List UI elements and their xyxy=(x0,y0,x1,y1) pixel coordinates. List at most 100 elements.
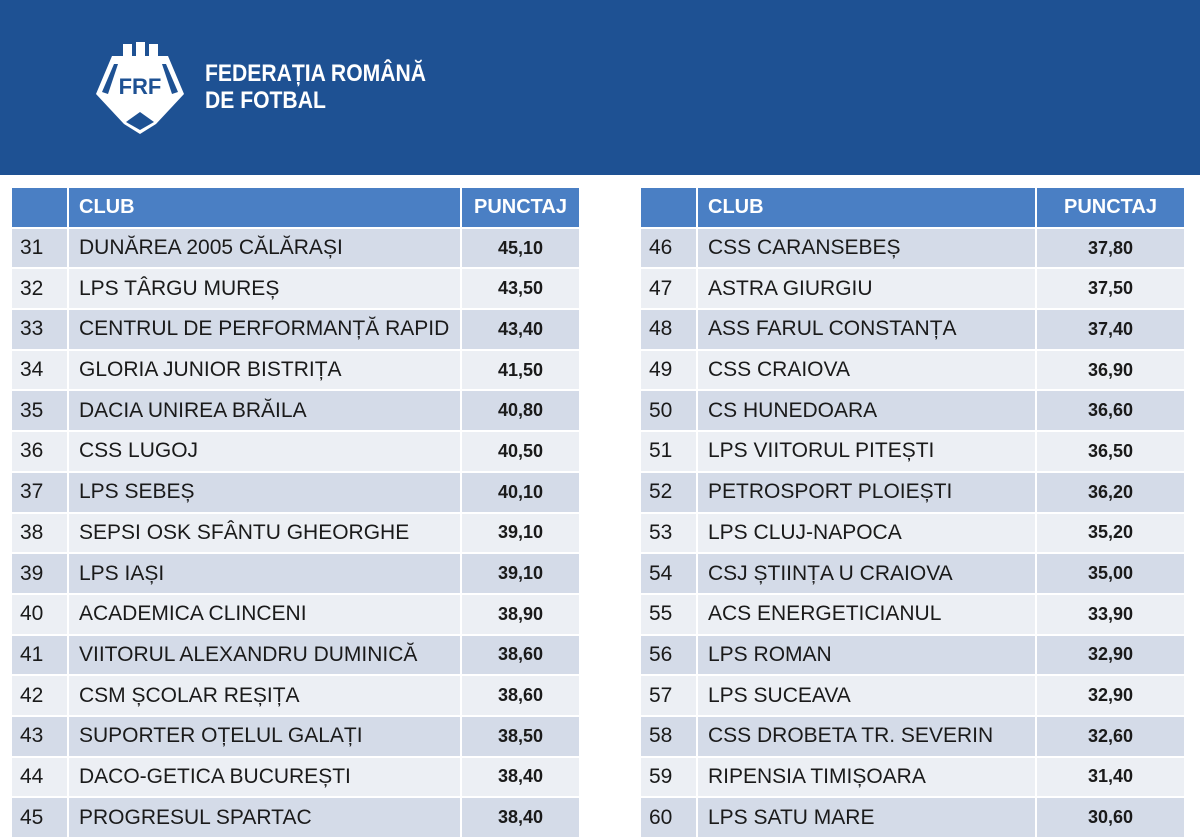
club-cell: LPS SEBEȘ xyxy=(69,472,460,512)
points-cell: 37,80 xyxy=(1037,228,1184,268)
table-row: 35 DACIA UNIREA BRĂILA 40,80 xyxy=(12,391,581,432)
rank-cell: 59 xyxy=(641,757,696,797)
table-row: 55 ACS ENERGETICIANUL 33,90 xyxy=(641,594,1186,636)
points-cell: 43,50 xyxy=(462,269,579,309)
points-cell: 38,60 xyxy=(462,676,579,715)
frf-logo-icon: FRF xyxy=(96,42,184,134)
club-cell: ACS ENERGETICIANUL xyxy=(698,594,1035,634)
club-cell: LPS IAȘI xyxy=(69,554,460,593)
table-row: 46 CSS CARANSEBEȘ 37,80 xyxy=(641,228,1186,270)
points-cell: 39,10 xyxy=(462,554,579,593)
club-cell: LPS TÂRGU MUREȘ xyxy=(69,269,460,309)
points-cell: 40,80 xyxy=(462,391,579,431)
points-cell: 35,00 xyxy=(1037,554,1184,593)
points-cell: 31,40 xyxy=(1037,757,1184,797)
table-row: 32 LPS TÂRGU MUREȘ 43,50 xyxy=(12,269,581,310)
table-header-row: CLUB PUNCTAJ xyxy=(12,188,581,229)
table-row: 59 RIPENSIA TIMIȘOARA 31,40 xyxy=(641,757,1186,799)
points-cell: 33,90 xyxy=(1037,594,1184,634)
rank-cell: 39 xyxy=(12,554,67,593)
table-row: 42 CSM ȘCOLAR REȘIȚA 38,60 xyxy=(12,676,581,717)
points-cell: 37,40 xyxy=(1037,310,1184,349)
org-name-line1: FEDERAȚIA ROMÂNĂ xyxy=(205,60,426,87)
rank-cell: 53 xyxy=(641,513,696,553)
org-name: FEDERAȚIA ROMÂNĂ DE FOTBAL xyxy=(205,60,426,114)
club-cell: LPS VIITORUL PITEȘTI xyxy=(698,432,1035,471)
rank-cell: 48 xyxy=(641,310,696,349)
rank-cell: 46 xyxy=(641,228,696,268)
table-header-row: CLUB PUNCTAJ xyxy=(641,188,1186,229)
club-cell: CSM ȘCOLAR REȘIȚA xyxy=(69,676,460,715)
table-row: 33 CENTRUL DE PERFORMANȚĂ RAPID 43,40 xyxy=(12,310,581,351)
header-rank-cell xyxy=(12,188,67,227)
points-cell: 38,50 xyxy=(462,716,579,756)
club-cell: CENTRUL DE PERFORMANȚĂ RAPID xyxy=(69,310,460,349)
points-cell: 43,40 xyxy=(462,310,579,349)
table-row: 47 ASTRA GIURGIU 37,50 xyxy=(641,269,1186,310)
table-row: 39 LPS IAȘI 39,10 xyxy=(12,554,581,595)
club-cell: LPS CLUJ-NAPOCA xyxy=(698,513,1035,553)
club-cell: CSS CARANSEBEȘ xyxy=(698,228,1035,268)
points-cell: 36,50 xyxy=(1037,432,1184,471)
table-row: 58 CSS DROBETA TR. SEVERIN 32,60 xyxy=(641,716,1186,758)
rank-cell: 60 xyxy=(641,798,696,837)
table-row: 49 CSS CRAIOVA 36,90 xyxy=(641,350,1186,392)
org-name-line2: DE FOTBAL xyxy=(205,87,326,114)
rank-cell: 57 xyxy=(641,676,696,715)
points-cell: 41,50 xyxy=(462,350,579,390)
points-cell: 32,60 xyxy=(1037,716,1184,756)
logo-text: FRF xyxy=(119,74,162,99)
table-row: 36 CSS LUGOJ 40,50 xyxy=(12,432,581,473)
club-cell: CS HUNEDOARA xyxy=(698,391,1035,431)
points-cell: 37,50 xyxy=(1037,269,1184,309)
club-cell: DUNĂREA 2005 CĂLĂRAȘI xyxy=(69,228,460,268)
rank-cell: 47 xyxy=(641,269,696,309)
club-cell: ASS FARUL CONSTANȚA xyxy=(698,310,1035,349)
rank-cell: 44 xyxy=(12,757,67,797)
club-cell: GLORIA JUNIOR BISTRIȚA xyxy=(69,350,460,390)
club-cell: RIPENSIA TIMIȘOARA xyxy=(698,757,1035,797)
table-row: 50 CS HUNEDOARA 36,60 xyxy=(641,391,1186,432)
rank-cell: 58 xyxy=(641,716,696,756)
club-cell: SEPSI OSK SFÂNTU GHEORGHE xyxy=(69,513,460,553)
points-cell: 35,20 xyxy=(1037,513,1184,553)
points-cell: 30,60 xyxy=(1037,798,1184,837)
points-cell: 38,40 xyxy=(462,757,579,797)
table-row: 34 GLORIA JUNIOR BISTRIȚA 41,50 xyxy=(12,350,581,392)
club-cell: CSS LUGOJ xyxy=(69,432,460,471)
rank-cell: 50 xyxy=(641,391,696,431)
rank-cell: 31 xyxy=(12,228,67,268)
points-cell: 36,90 xyxy=(1037,350,1184,390)
header-club-cell: CLUB xyxy=(69,188,460,227)
club-cell: ASTRA GIURGIU xyxy=(698,269,1035,309)
rank-cell: 37 xyxy=(12,472,67,512)
club-cell: CSS DROBETA TR. SEVERIN xyxy=(698,716,1035,756)
points-cell: 45,10 xyxy=(462,228,579,268)
table-row: 44 DACO-GETICA BUCUREȘTI 38,40 xyxy=(12,757,581,799)
header-points-cell: PUNCTAJ xyxy=(1037,188,1184,227)
points-cell: 39,10 xyxy=(462,513,579,553)
header-banner: FRF FEDERAȚIA ROMÂNĂ DE FOTBAL xyxy=(0,0,1200,175)
rank-cell: 35 xyxy=(12,391,67,431)
table-row: 57 LPS SUCEAVA 32,90 xyxy=(641,676,1186,717)
rank-cell: 56 xyxy=(641,635,696,675)
points-cell: 40,50 xyxy=(462,432,579,471)
table-row: 51 LPS VIITORUL PITEȘTI 36,50 xyxy=(641,432,1186,473)
table-row: 37 LPS SEBEȘ 40,10 xyxy=(12,472,581,514)
club-cell: PETROSPORT PLOIEȘTI xyxy=(698,472,1035,512)
rank-cell: 38 xyxy=(12,513,67,553)
table-row: 31 DUNĂREA 2005 CĂLĂRAȘI 45,10 xyxy=(12,228,581,270)
club-cell: LPS SATU MARE xyxy=(698,798,1035,837)
club-cell: ACADEMICA CLINCENI xyxy=(69,594,460,634)
rank-cell: 36 xyxy=(12,432,67,471)
header-club-cell: CLUB xyxy=(698,188,1035,227)
club-cell: VIITORUL ALEXANDRU DUMINICĂ xyxy=(69,635,460,675)
header-points-cell: PUNCTAJ xyxy=(462,188,579,227)
club-cell: DACIA UNIREA BRĂILA xyxy=(69,391,460,431)
rank-cell: 33 xyxy=(12,310,67,349)
club-cell: SUPORTER OȚELUL GALAȚI xyxy=(69,716,460,756)
table-row: 48 ASS FARUL CONSTANȚA 37,40 xyxy=(641,310,1186,351)
points-cell: 32,90 xyxy=(1037,635,1184,675)
table-row: 40 ACADEMICA CLINCENI 38,90 xyxy=(12,594,581,636)
table-row: 52 PETROSPORT PLOIEȘTI 36,20 xyxy=(641,472,1186,514)
